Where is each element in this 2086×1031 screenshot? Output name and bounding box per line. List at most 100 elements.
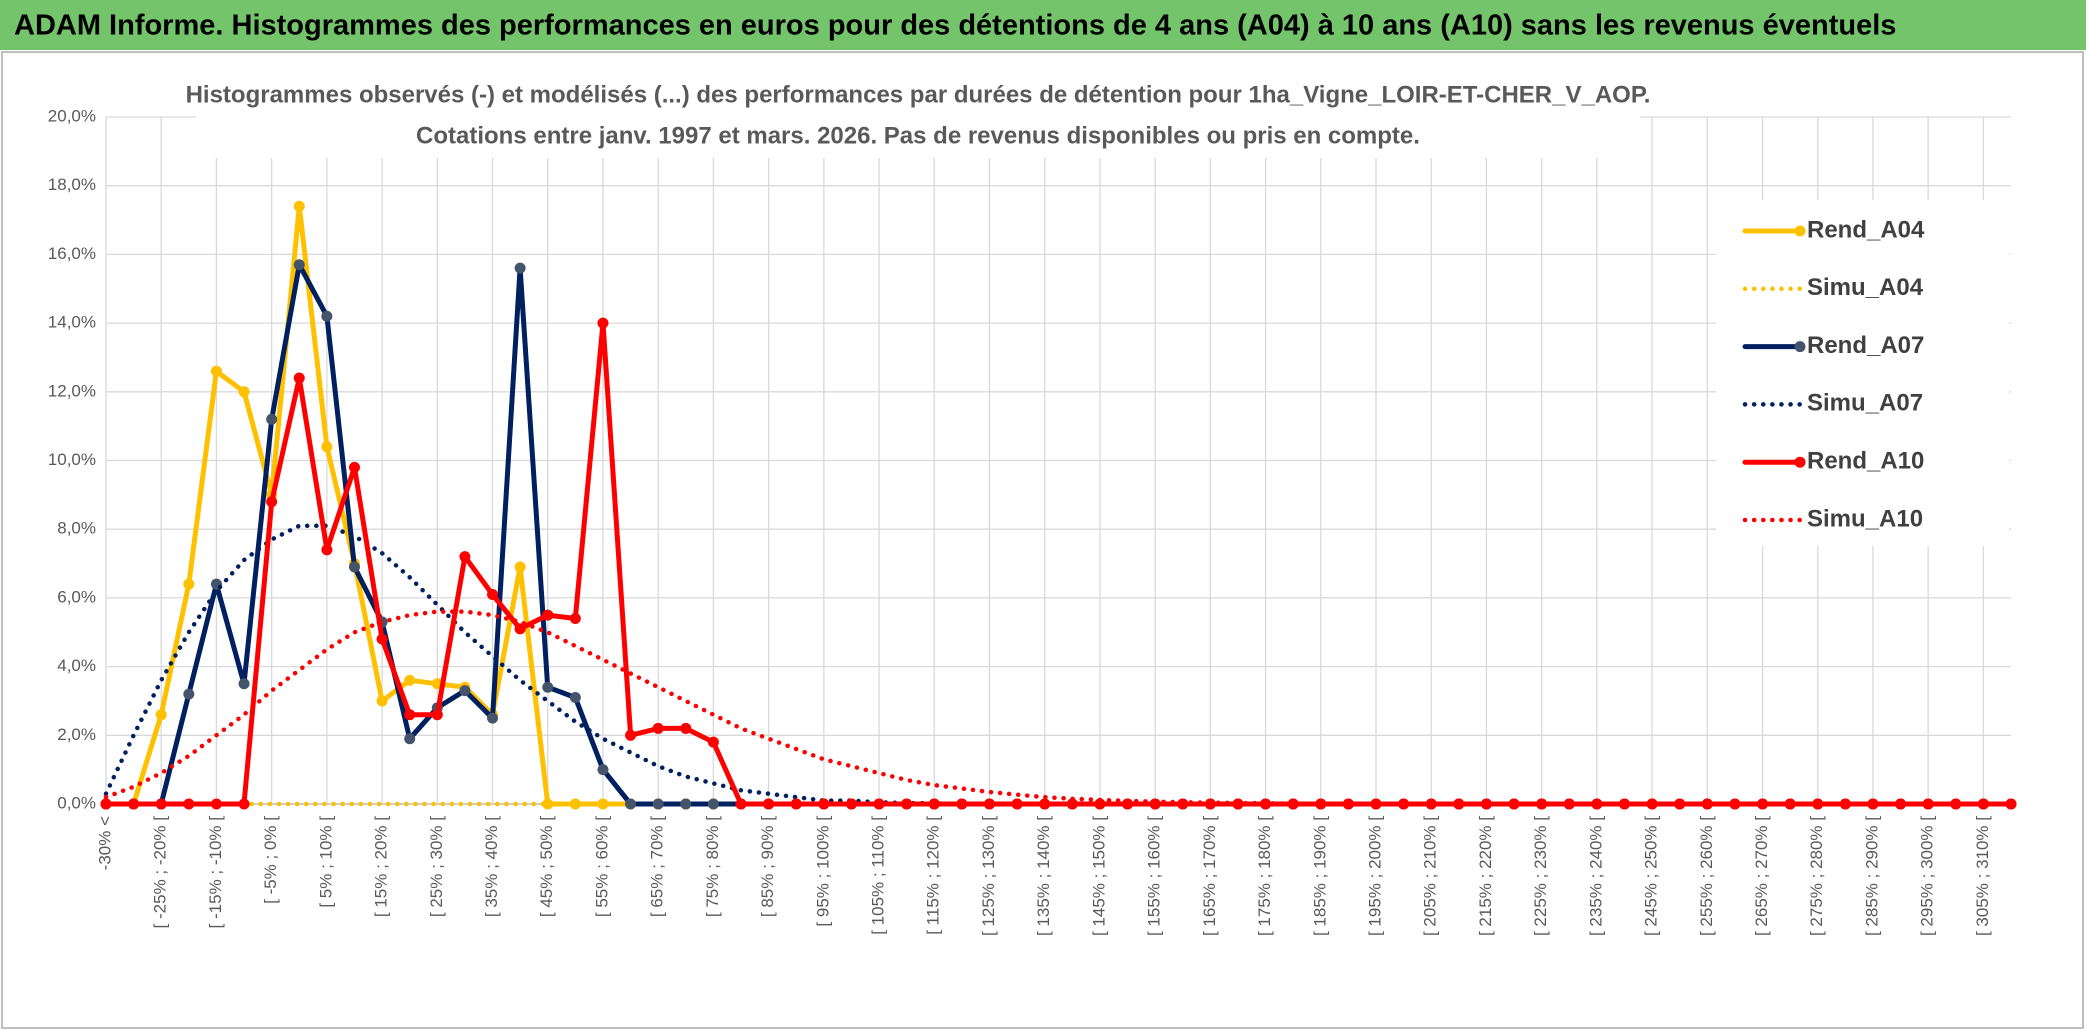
marker	[680, 798, 692, 810]
legend-label: Simu_A04	[1807, 274, 1924, 301]
x-tick-label: [ 65% ; 70% [	[648, 816, 667, 917]
marker	[1094, 798, 1106, 810]
legend-marker	[1794, 225, 1806, 237]
x-tick-label: [ -15% ; -10% [	[206, 816, 225, 929]
marker	[625, 729, 637, 741]
marker	[404, 709, 416, 721]
marker	[155, 798, 167, 810]
x-tick-label: [ 35% ; 40% [	[482, 816, 501, 917]
marker	[183, 688, 195, 700]
subtitle: Histogrammes observés (-) et modélisés (…	[186, 81, 1651, 108]
y-tick-label: 10,0%	[48, 450, 96, 469]
x-tick-label: [ 135% ; 140% [	[1034, 816, 1053, 936]
marker	[514, 561, 526, 573]
y-tick-label: 12,0%	[48, 381, 96, 400]
marker	[818, 798, 830, 810]
legend-label: Rend_A10	[1807, 448, 1924, 475]
marker	[183, 578, 195, 590]
marker	[873, 798, 885, 810]
marker	[707, 736, 719, 748]
x-tick-label: -30% <	[95, 816, 114, 870]
marker	[597, 764, 609, 776]
y-tick-label: 4,0%	[57, 656, 96, 675]
marker	[128, 798, 140, 810]
marker	[1315, 798, 1327, 810]
marker	[210, 798, 222, 810]
marker	[266, 496, 278, 508]
legend-marker	[1794, 341, 1806, 353]
marker	[542, 681, 554, 693]
marker	[293, 259, 305, 271]
marker	[652, 722, 664, 734]
x-tick-label: [ 185% ; 190% [	[1310, 816, 1329, 936]
marker	[1039, 798, 1051, 810]
x-tick-label: [ 245% ; 250% [	[1642, 816, 1661, 936]
marker	[321, 441, 333, 453]
marker	[1425, 798, 1437, 810]
marker	[238, 798, 250, 810]
x-tick-label: [ 255% ; 260% [	[1697, 816, 1716, 936]
y-tick-label: 14,0%	[48, 313, 96, 332]
y-tick-label: 6,0%	[57, 587, 96, 606]
marker	[1011, 798, 1023, 810]
x-tick-label: [ 235% ; 240% [	[1586, 816, 1605, 936]
marker	[1646, 798, 1658, 810]
marker	[487, 712, 499, 724]
marker	[459, 551, 471, 563]
plot	[100, 200, 2017, 810]
x-tick-label: [ 305% ; 310% [	[1973, 816, 1992, 936]
marker	[928, 798, 940, 810]
marker	[569, 798, 581, 810]
x-tick-label: [ 285% ; 290% [	[1862, 816, 1881, 936]
marker	[238, 678, 250, 690]
marker	[376, 695, 388, 707]
model-line	[103, 609, 2014, 807]
x-tick-label: [ 195% ; 200% [	[1365, 816, 1384, 936]
x-tick-label: [ 5% ; 10% [	[316, 816, 335, 908]
marker	[1508, 798, 1520, 810]
x-tick-label: [ -5% ; 0% [	[261, 816, 280, 904]
x-tick-label: [ 165% ; 170% [	[1200, 816, 1219, 936]
marker	[348, 561, 360, 573]
marker	[1370, 798, 1382, 810]
marker	[348, 461, 360, 473]
x-tick-label: [ 155% ; 160% [	[1145, 816, 1164, 936]
marker	[293, 372, 305, 384]
marker	[376, 633, 388, 645]
marker	[625, 798, 637, 810]
x-tick-label: [ 15% ; 20% [	[372, 816, 391, 917]
marker	[514, 262, 526, 274]
marker	[1453, 798, 1465, 810]
x-tick-label: [ 105% ; 110% [	[869, 816, 888, 935]
marker	[404, 733, 416, 745]
x-tick-label: [ 145% ; 150% [	[1089, 816, 1108, 936]
marker	[321, 544, 333, 556]
marker	[514, 623, 526, 635]
marker	[238, 386, 250, 398]
x-tick-label: [ 215% ; 220% [	[1476, 816, 1495, 936]
legend-label: Simu_A10	[1807, 505, 1923, 532]
marker	[431, 709, 443, 721]
marker	[155, 709, 167, 721]
y-tick-label: 2,0%	[57, 725, 96, 744]
x-tick-label: [ 75% ; 80% [	[703, 816, 722, 917]
x-tick-label: [ 85% ; 90% [	[758, 816, 777, 917]
marker	[763, 798, 775, 810]
y-tick-label: 8,0%	[57, 519, 96, 538]
legend-label: Rend_A07	[1807, 332, 1924, 359]
marker	[901, 798, 913, 810]
x-tick-label: [ -25% ; -20% [	[151, 816, 170, 929]
legend-label: Rend_A04	[1807, 216, 1925, 243]
x-tick-label: [ 175% ; 180% [	[1255, 816, 1274, 936]
marker	[790, 798, 802, 810]
marker	[487, 588, 499, 600]
y-tick-label: 16,0%	[48, 244, 96, 263]
legend-marker	[1794, 456, 1806, 468]
x-tick-label: [ 125% ; 130% [	[979, 816, 998, 936]
marker	[597, 317, 609, 329]
x-tick-label: [ 295% ; 300% [	[1918, 816, 1937, 936]
marker	[459, 685, 471, 697]
marker	[1618, 798, 1630, 810]
